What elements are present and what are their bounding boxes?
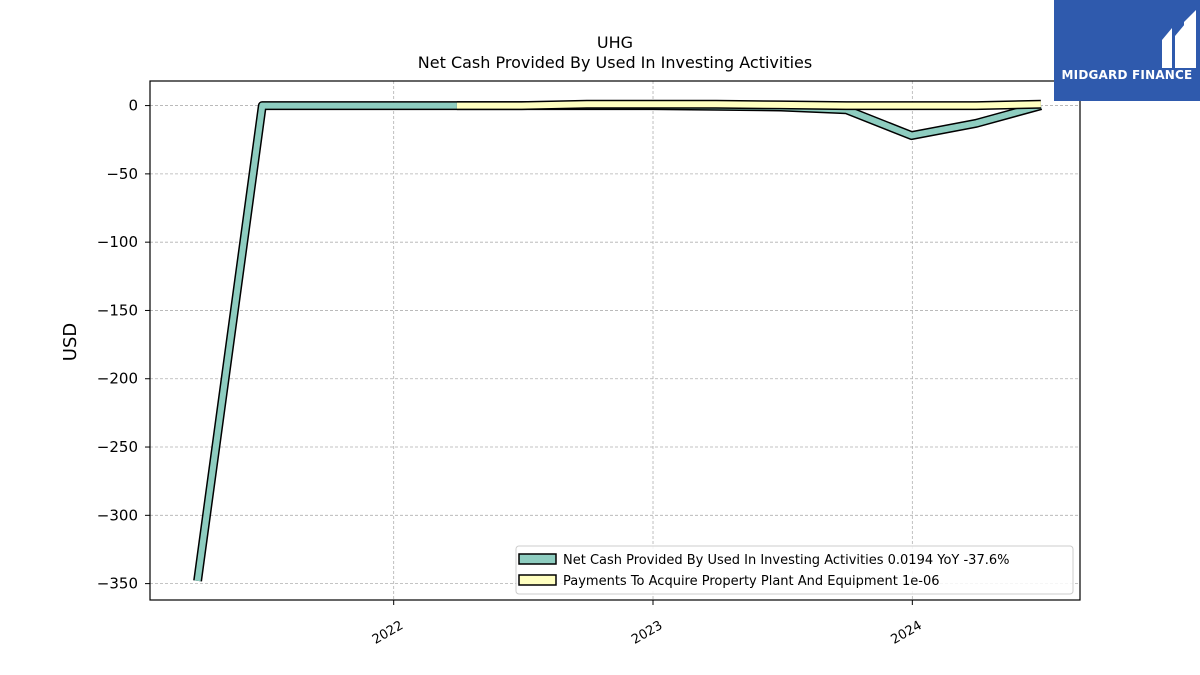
legend-box [515,545,1074,595]
chart-title: UHG [597,33,633,52]
series-outline-1 [193,101,1043,582]
legend: Net Cash Provided By Used In Investing A… [515,545,1074,595]
y-tick-label: −100 [97,233,138,251]
grid [150,81,1080,600]
plot-frame [149,80,1081,601]
y-tick-label: −250 [97,438,138,456]
y-tick-label: −200 [97,370,138,388]
y-tick-label: −350 [97,575,138,593]
chart-subtitle: Net Cash Provided By Used In Investing A… [418,53,812,72]
x-tick-label: 2023 [629,618,665,648]
y-axis-label: USD [60,323,81,361]
y-tick-label: −300 [97,506,138,524]
legend-swatch-1 [518,553,557,565]
y-tick-label: −150 [97,301,138,319]
brand-name: MIDGARD FINANCE [1061,68,1193,82]
x-tick-label: 2022 [370,618,406,648]
brand-logo: MIDGARD FINANCE [1054,0,1200,101]
midgard-logo-icon [1162,10,1196,68]
y-tick-label: −50 [106,165,138,183]
legend-label-2: Payments To Acquire Property Plant And E… [563,574,940,589]
series-layer [193,99,1043,582]
x-tick-label: 2024 [889,618,925,648]
legend-swatch-2 [518,574,557,586]
legend-label-1: Net Cash Provided By Used In Investing A… [563,553,1009,568]
series-line-2 [456,101,1041,109]
y-tick-label: 0 [128,97,138,115]
series-line-1 [194,102,1042,582]
